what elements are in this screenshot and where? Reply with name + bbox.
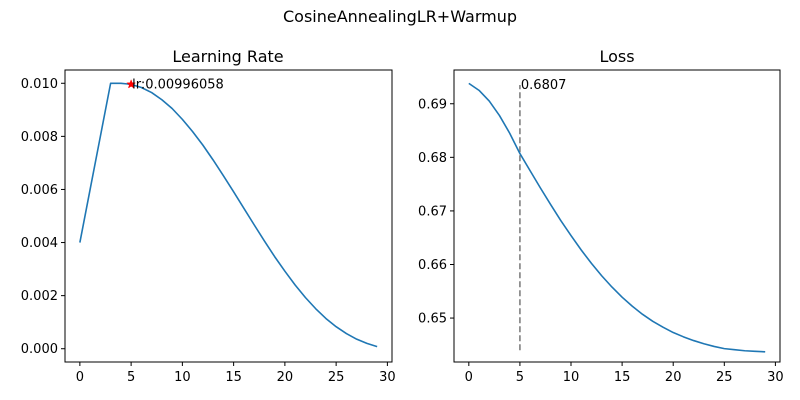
x-tick-label: 10 xyxy=(563,370,580,385)
data-annotation-label: lr:0.00996058 xyxy=(132,77,224,92)
plot-area-frame xyxy=(453,69,781,363)
x-tick-label: 0 xyxy=(76,370,84,385)
x-tick-label: 5 xyxy=(516,370,524,385)
series-line xyxy=(79,82,378,348)
y-tick-label: 0.008 xyxy=(21,130,58,145)
chart-title: Loss xyxy=(599,47,634,66)
y-tick-label: 0.004 xyxy=(21,236,58,251)
data-annotation-label: 0.6807 xyxy=(521,78,567,93)
y-tick-label: 0.67 xyxy=(418,204,447,219)
y-tick-label: 0.69 xyxy=(418,97,447,112)
x-tick-label: 25 xyxy=(716,370,733,385)
learning-rate-chart: Learning Rate 0 5 10 15 20 25 30 0.000 0.002 0.00… xyxy=(21,47,396,385)
loss-chart: Loss 0 5 10 15 20 25 30 0.65 0.66 0.67 0.68 0.69 0.6… xyxy=(418,47,784,385)
x-tick-label: 20 xyxy=(277,370,294,385)
y-tick-label: 0.010 xyxy=(21,77,58,92)
plot-area-frame xyxy=(64,69,393,363)
y-tick-label: 0.65 xyxy=(418,312,447,327)
x-tick-label: 25 xyxy=(328,370,345,385)
x-tick-label: 15 xyxy=(225,370,242,385)
x-tick-label: 30 xyxy=(767,370,784,385)
y-tick-label: 0.006 xyxy=(21,183,58,198)
x-tick-label: 15 xyxy=(614,370,631,385)
data-point-star-marker xyxy=(126,79,137,89)
y-tick-label: 0.66 xyxy=(418,258,447,273)
series-line xyxy=(468,82,766,353)
figure-suptitle: CosineAnnealingLR+Warmup xyxy=(283,7,517,26)
y-tick-label: 0.000 xyxy=(21,342,58,357)
x-tick-label: 0 xyxy=(465,370,473,385)
y-tick-label: 0.68 xyxy=(418,151,447,166)
x-tick-label: 10 xyxy=(174,370,191,385)
x-tick-label: 20 xyxy=(665,370,682,385)
x-tick-label: 30 xyxy=(379,370,396,385)
chart-title: Learning Rate xyxy=(172,47,283,66)
x-tick-label: 5 xyxy=(127,370,135,385)
y-tick-label: 0.002 xyxy=(21,289,58,304)
